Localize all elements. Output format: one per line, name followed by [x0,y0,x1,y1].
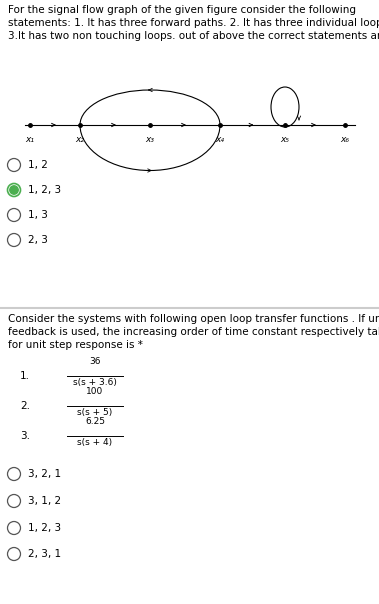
Text: s(s + 5): s(s + 5) [77,408,113,417]
Text: 3, 2, 1: 3, 2, 1 [28,469,61,479]
Text: s(s + 4): s(s + 4) [77,438,113,447]
Text: 36: 36 [89,357,101,366]
Text: 2.: 2. [20,401,30,411]
Circle shape [10,186,18,194]
Text: 3, 1, 2: 3, 1, 2 [28,496,61,506]
Text: 1.: 1. [20,371,30,381]
Text: For the signal flow graph of the given figure consider the following: For the signal flow graph of the given f… [8,5,356,15]
Text: 1, 2, 3: 1, 2, 3 [28,185,61,195]
Text: statements: 1. It has three forward paths. 2. It has three individual loops.: statements: 1. It has three forward path… [8,18,379,28]
Text: for unit step response is *: for unit step response is * [8,340,143,350]
Text: Consider the systems with following open loop transfer functions . If unity: Consider the systems with following open… [8,314,379,324]
Text: 2, 3: 2, 3 [28,235,48,245]
Text: x₄: x₄ [216,135,224,144]
Text: 3.: 3. [20,431,30,441]
Text: x₃: x₃ [146,135,155,144]
Text: x₅: x₅ [280,135,290,144]
Text: x₁: x₁ [25,135,34,144]
Text: 3.It has two non touching loops. out of above the correct statements are *: 3.It has two non touching loops. out of … [8,31,379,41]
Text: 1, 3: 1, 3 [28,210,48,220]
Text: s(s + 3.6): s(s + 3.6) [73,378,117,387]
Text: x₆: x₆ [340,135,349,144]
Text: 1, 2, 3: 1, 2, 3 [28,523,61,533]
Text: 2, 3, 1: 2, 3, 1 [28,549,61,559]
Text: feedback is used, the increasing order of time constant respectively taken: feedback is used, the increasing order o… [8,327,379,337]
Text: x₂: x₂ [75,135,85,144]
Text: 1, 2: 1, 2 [28,160,48,170]
Text: 6.25: 6.25 [85,417,105,426]
Text: 100: 100 [86,387,103,396]
